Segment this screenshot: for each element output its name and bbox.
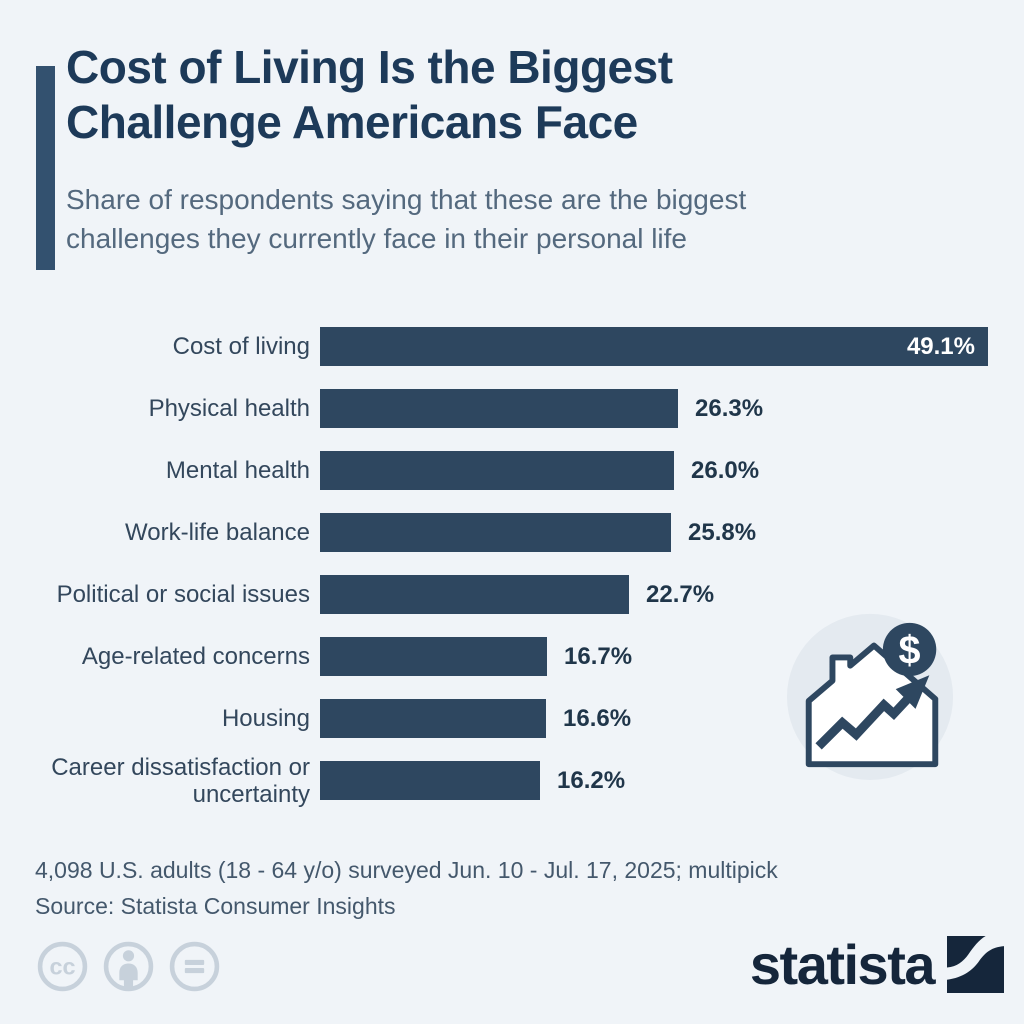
statista-logo-text: statista xyxy=(749,932,936,996)
dollar-sign: $ xyxy=(899,628,921,672)
value-label: 16.7% xyxy=(564,642,633,670)
category-label: Mental health xyxy=(165,457,310,484)
category-label: Work-life balance xyxy=(125,519,310,546)
category-label: Political or social issues xyxy=(56,581,310,608)
category-label: Career dissatisfaction or uncertainty xyxy=(51,753,310,808)
value-label: 26.3% xyxy=(695,394,764,422)
trend-arrowhead-icon xyxy=(895,675,930,709)
value-label: 26.0% xyxy=(691,456,760,484)
bar-track: 26.3% xyxy=(320,389,763,428)
statista-logo-mark xyxy=(947,936,1004,993)
bar xyxy=(320,761,540,800)
bar-row: Age-related concerns 16.7% xyxy=(0,637,1010,676)
title-accent-bar xyxy=(36,66,55,270)
bar: 49.1% xyxy=(320,327,988,366)
value-label: 49.1% xyxy=(906,332,975,360)
subtitle-line-2: challenges they currently face in their … xyxy=(66,223,688,254)
page-title: Cost of Living Is the Biggest Challenge A… xyxy=(66,40,673,150)
footer: 4,098 U.S. adults (18 - 64 y/o) surveyed… xyxy=(35,852,778,924)
value-label: 22.7% xyxy=(646,580,715,608)
bar-row: Physical health 26.3% xyxy=(0,389,1010,428)
bar-track: 26.0% xyxy=(320,451,759,490)
chart-subtitle: Share of respondents saying that these a… xyxy=(66,180,746,258)
statista-logo: statista xyxy=(750,936,1004,993)
bar-track: 16.6% xyxy=(320,699,631,738)
bar xyxy=(320,389,678,428)
bar xyxy=(320,513,671,552)
cc-icon: cc xyxy=(37,941,88,992)
bar-row: Career dissatisfaction or uncertainty 16.… xyxy=(0,754,1010,808)
dollar-circle-icon xyxy=(882,622,937,677)
subtitle-line-1: Share of respondents saying that these a… xyxy=(66,184,747,215)
bar-track: 16.7% xyxy=(320,637,632,676)
bar xyxy=(320,637,547,676)
survey-note: 4,098 U.S. adults (18 - 64 y/o) surveyed… xyxy=(35,857,778,883)
category-label: Housing xyxy=(221,705,310,732)
source-note: Source: Statista Consumer Insights xyxy=(35,893,396,919)
bar-row: Political or social issues 22.7% xyxy=(0,575,1010,614)
bar-row: Cost of living 49.1% xyxy=(0,327,1010,366)
equals-icon xyxy=(169,941,220,992)
category-label: Cost of living xyxy=(172,333,310,360)
license-icons: cc xyxy=(36,940,221,993)
bar-row: Housing 16.6% xyxy=(0,699,1010,738)
bar-track: 49.1% xyxy=(320,327,988,366)
cc-letters: cc xyxy=(49,954,75,980)
bar-row: Mental health 26.0% xyxy=(0,451,1010,490)
bar-track: 16.2% xyxy=(320,761,625,800)
title-line-1: Cost of Living Is the Biggest xyxy=(66,41,673,93)
bar xyxy=(320,699,546,738)
category-label: Age-related concerns xyxy=(81,643,310,670)
house-price-rising-icon: $ xyxy=(786,613,954,781)
bar xyxy=(320,575,629,614)
bar-track: 25.8% xyxy=(320,513,756,552)
value-label: 16.6% xyxy=(563,704,632,732)
value-label: 25.8% xyxy=(688,518,757,546)
title-line-2: Challenge Americans Face xyxy=(66,96,638,148)
trend-line-icon xyxy=(815,695,911,750)
attribution-icon xyxy=(103,941,154,992)
value-label: 16.2% xyxy=(557,766,626,794)
bar xyxy=(320,451,674,490)
bar-track: 22.7% xyxy=(320,575,714,614)
bar-row: Work-life balance 25.8% xyxy=(0,513,1010,552)
bar-chart: Cost of living 49.1% Physical health 26.3% M… xyxy=(0,327,1010,823)
category-label: Physical health xyxy=(148,395,310,422)
